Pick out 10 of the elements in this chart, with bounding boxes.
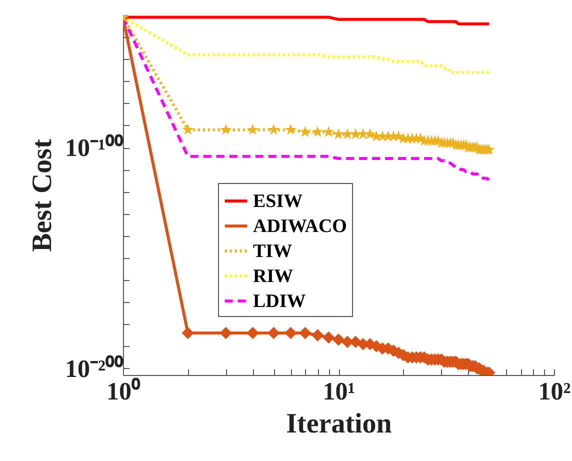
y-tick-label: 10⁻¹⁰⁰ [65, 134, 124, 162]
y-axis-title: Best Cost [27, 138, 58, 252]
legend-label: ADIWACO [253, 216, 347, 237]
x-tick-label: 10² [538, 378, 571, 406]
legend-label: RIW [253, 266, 294, 287]
legend-label: LDIW [253, 291, 306, 312]
x-axis-title: Iteration [286, 408, 392, 440]
legend-label: TIW [253, 241, 292, 262]
legend-label: ESIW [253, 191, 303, 212]
x-tick-label: 10¹ [322, 378, 356, 406]
